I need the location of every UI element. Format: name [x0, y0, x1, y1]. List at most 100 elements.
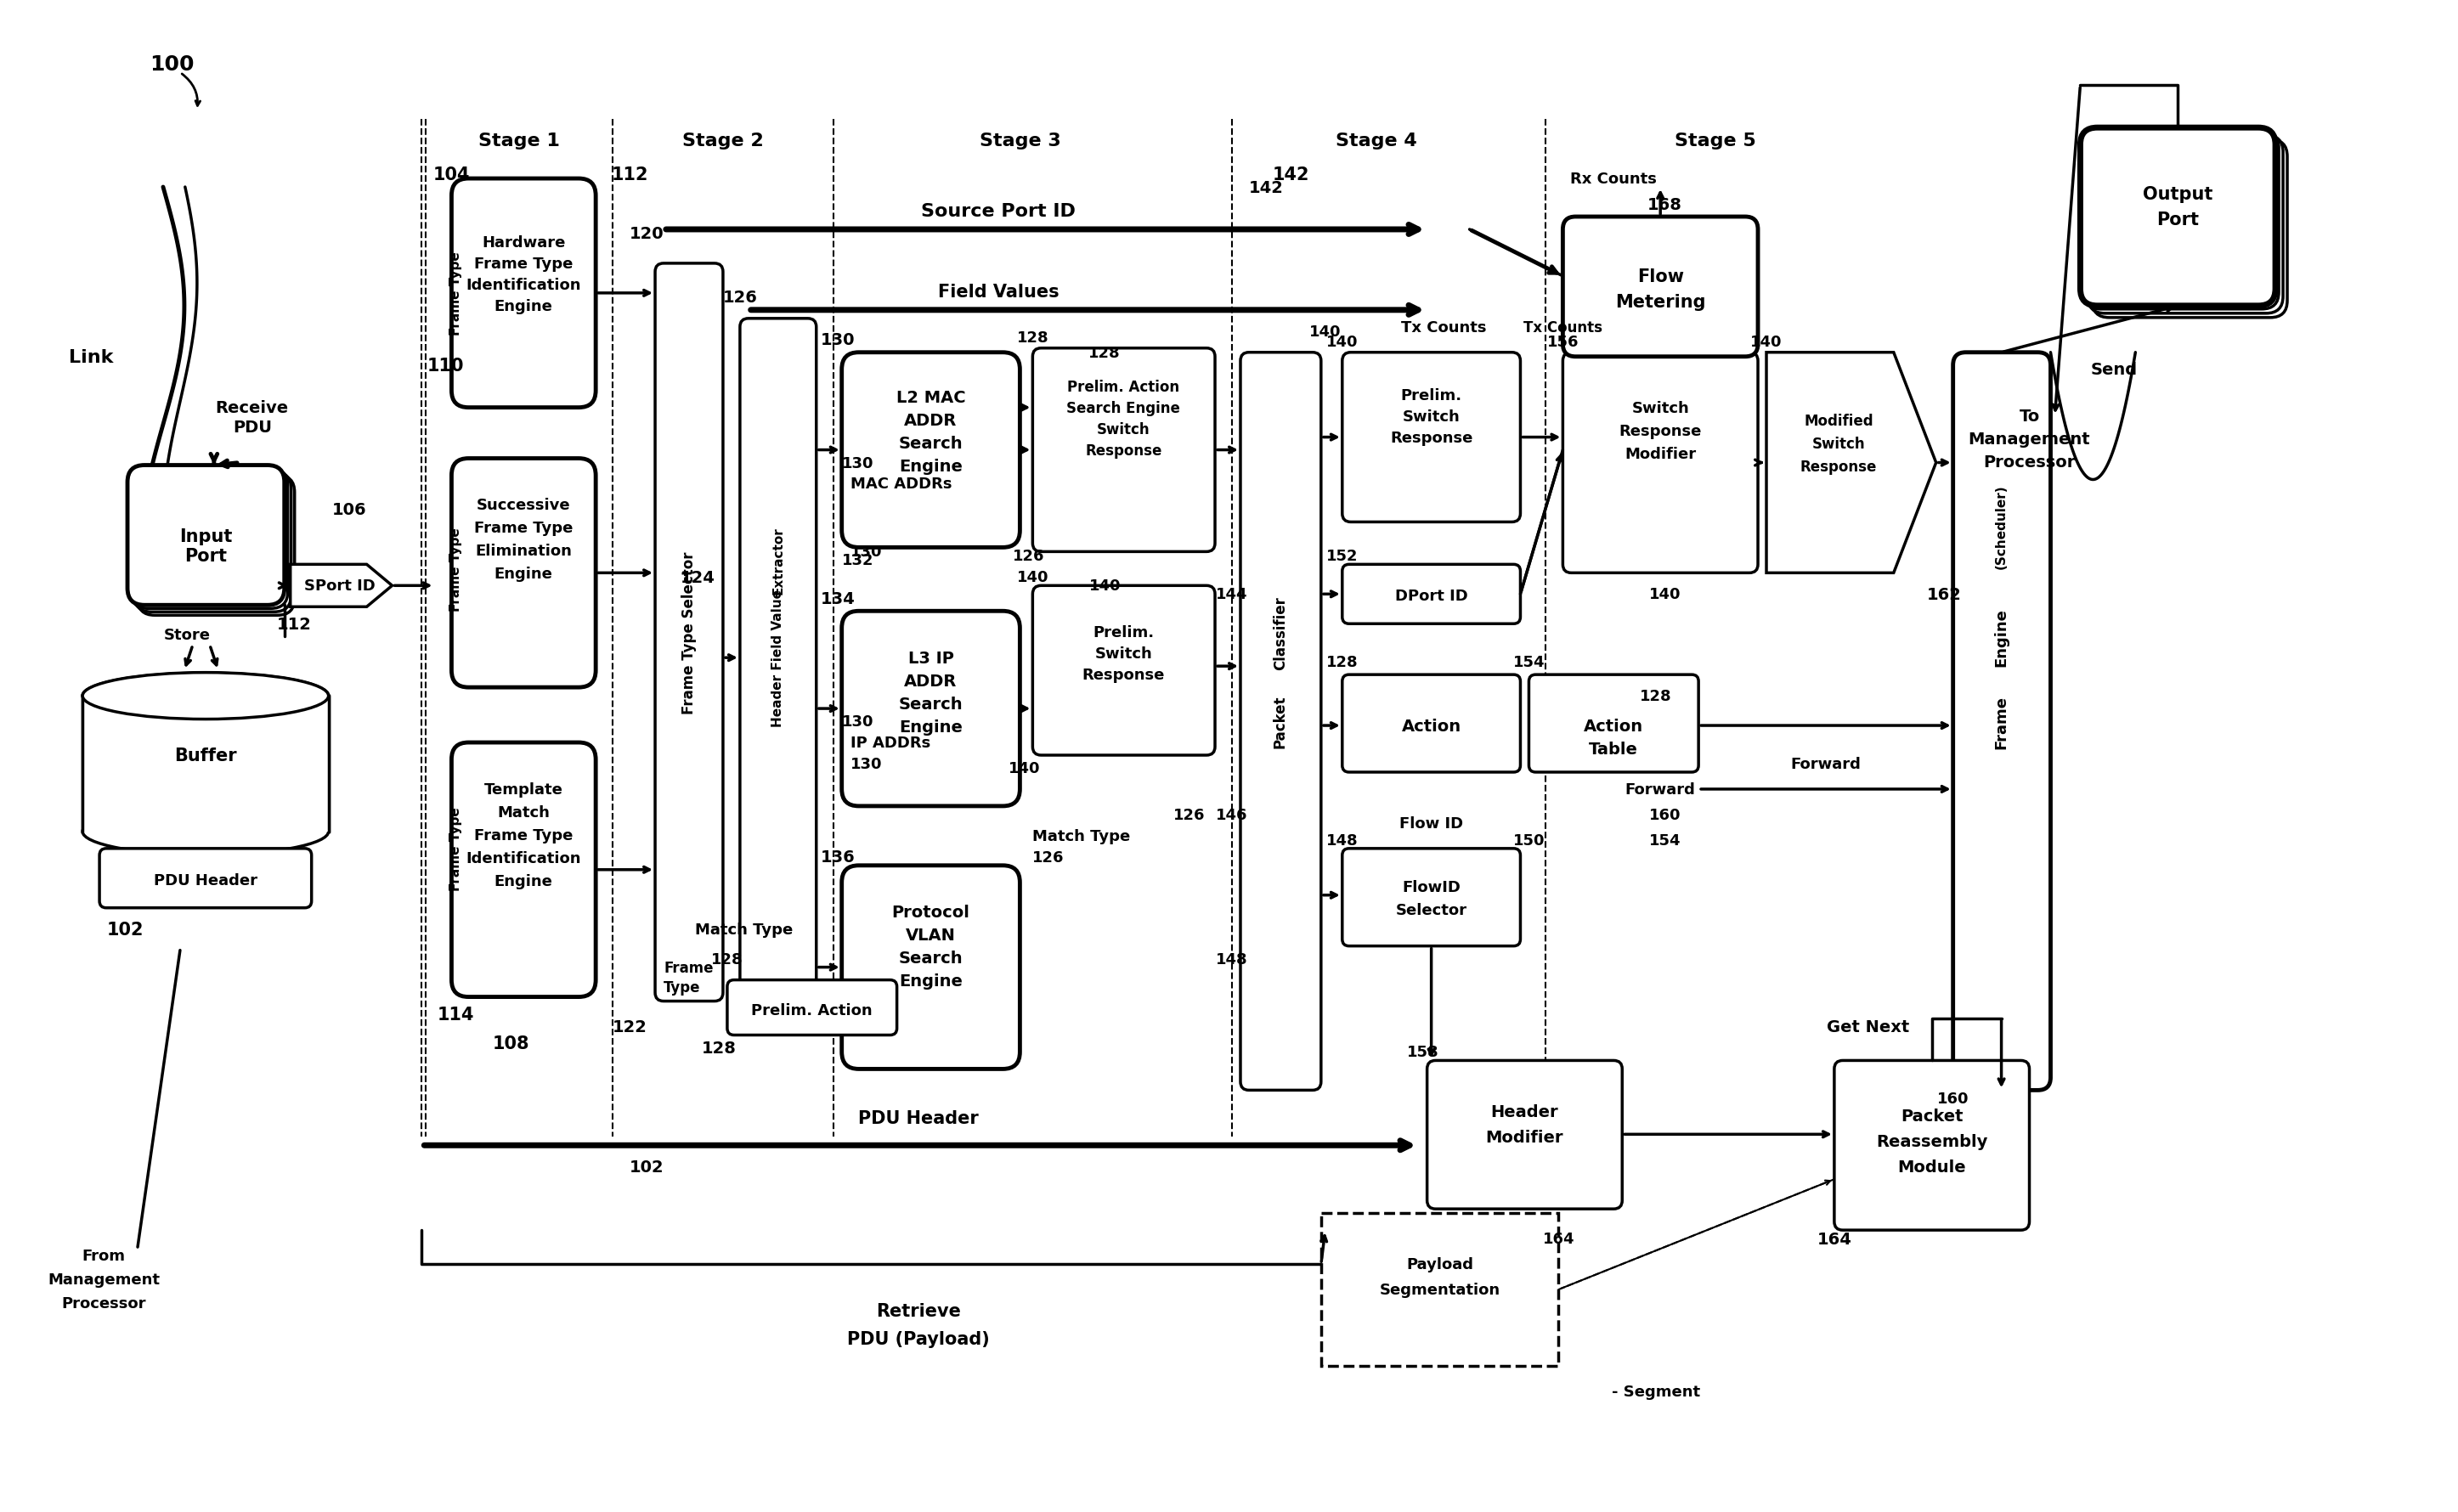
Text: Hardware: Hardware	[482, 234, 565, 251]
Text: Engine: Engine	[494, 299, 553, 314]
Text: Classifier: Classifier	[1273, 596, 1288, 670]
Text: Stage 4: Stage 4	[1335, 133, 1416, 150]
Polygon shape	[290, 565, 393, 608]
Text: 158: 158	[1406, 1045, 1438, 1060]
Text: Selector: Selector	[1396, 903, 1467, 918]
Text: Metering: Metering	[1615, 293, 1706, 310]
Text: DPort ID: DPort ID	[1394, 588, 1467, 603]
Text: Template: Template	[484, 782, 563, 797]
Text: Prelim. Action: Prelim. Action	[1067, 380, 1180, 395]
Text: Segmentation: Segmentation	[1379, 1282, 1499, 1297]
Text: L2 MAC: L2 MAC	[897, 390, 966, 405]
Text: Packet: Packet	[1273, 696, 1288, 748]
Text: Forward: Forward	[1789, 756, 1861, 771]
Text: PDU (Payload): PDU (Payload)	[848, 1331, 991, 1347]
Text: SPort ID: SPort ID	[305, 579, 376, 594]
Text: Match: Match	[497, 804, 551, 820]
Text: 128: 128	[1639, 688, 1671, 705]
Text: Management: Management	[1969, 431, 2089, 448]
Ellipse shape	[84, 809, 329, 856]
Text: Switch: Switch	[1404, 408, 1460, 425]
Text: 142: 142	[1249, 180, 1283, 195]
Text: Buffer: Buffer	[175, 747, 236, 764]
Text: Tx Counts: Tx Counts	[1401, 321, 1487, 336]
Text: Switch: Switch	[1094, 646, 1153, 662]
Text: Flow ID: Flow ID	[1399, 816, 1463, 832]
Text: Switch: Switch	[1812, 435, 1866, 451]
FancyBboxPatch shape	[728, 980, 897, 1036]
Text: Flow: Flow	[1637, 268, 1684, 286]
Text: Source Port ID: Source Port ID	[922, 203, 1077, 219]
Text: Packet: Packet	[1900, 1108, 1964, 1123]
Text: Action: Action	[1583, 718, 1644, 733]
Text: Tx Counts: Tx Counts	[1524, 321, 1603, 336]
FancyBboxPatch shape	[841, 352, 1020, 547]
Text: Match Type: Match Type	[1032, 829, 1131, 844]
Text: 154: 154	[1649, 833, 1681, 848]
Text: Payload: Payload	[1406, 1256, 1472, 1272]
Text: Switch: Switch	[1096, 422, 1150, 437]
Text: Management: Management	[47, 1272, 160, 1287]
Text: Send: Send	[2092, 361, 2138, 378]
Text: Header Field Value: Header Field Value	[772, 590, 784, 727]
Text: 164: 164	[1816, 1231, 1851, 1247]
Text: Switch: Switch	[1632, 401, 1689, 416]
Text: 102: 102	[106, 921, 143, 937]
Text: Frame Type: Frame Type	[474, 520, 573, 537]
Text: 136: 136	[821, 850, 855, 865]
Text: Frame: Frame	[664, 960, 713, 975]
Bar	[84, 696, 329, 832]
Text: Retrieve: Retrieve	[875, 1302, 961, 1320]
Text: Engine: Engine	[900, 458, 964, 475]
Text: 112: 112	[612, 166, 649, 183]
Text: PDU Header: PDU Header	[858, 1110, 978, 1126]
Text: 128: 128	[1327, 655, 1359, 670]
Text: Action: Action	[1401, 718, 1460, 733]
FancyBboxPatch shape	[740, 319, 816, 996]
Text: FlowID: FlowID	[1401, 880, 1460, 895]
FancyBboxPatch shape	[1342, 848, 1522, 947]
Text: 128: 128	[710, 951, 742, 966]
FancyBboxPatch shape	[1563, 218, 1757, 357]
Text: Engine: Engine	[900, 974, 964, 989]
FancyBboxPatch shape	[130, 469, 288, 609]
Text: Engine: Engine	[494, 567, 553, 582]
Text: Type: Type	[664, 980, 701, 995]
FancyBboxPatch shape	[1563, 352, 1757, 573]
Text: 140: 140	[1089, 579, 1121, 594]
Text: 126: 126	[1172, 807, 1204, 823]
FancyBboxPatch shape	[1342, 352, 1522, 523]
Text: 150: 150	[1514, 833, 1544, 848]
Text: Identification: Identification	[467, 278, 580, 293]
Text: From: From	[81, 1247, 125, 1264]
Text: PDU: PDU	[234, 419, 273, 435]
Text: 128: 128	[701, 1040, 735, 1055]
FancyBboxPatch shape	[1032, 587, 1214, 756]
Text: 144: 144	[1217, 587, 1249, 602]
Text: 146: 146	[1217, 807, 1249, 823]
Text: Match Type: Match Type	[696, 922, 794, 937]
Text: 122: 122	[612, 1019, 646, 1034]
Text: Search: Search	[900, 435, 964, 452]
FancyBboxPatch shape	[1529, 674, 1698, 773]
Polygon shape	[1767, 352, 1937, 573]
Text: 106: 106	[332, 502, 366, 517]
Text: 102: 102	[629, 1158, 664, 1175]
Text: 164: 164	[1544, 1231, 1576, 1246]
Text: Module: Module	[1898, 1158, 1966, 1175]
Text: 152: 152	[1327, 549, 1359, 564]
Text: Frame Type: Frame Type	[474, 827, 573, 842]
Text: 140: 140	[1008, 761, 1040, 776]
Text: Frame: Frame	[1993, 696, 2008, 748]
FancyBboxPatch shape	[1032, 349, 1214, 552]
Text: 130: 130	[841, 714, 873, 729]
Text: 128: 128	[1089, 345, 1121, 360]
FancyBboxPatch shape	[128, 466, 285, 605]
Text: Link: Link	[69, 349, 113, 366]
FancyBboxPatch shape	[2087, 136, 2283, 314]
Text: Prelim.: Prelim.	[1401, 387, 1463, 404]
FancyBboxPatch shape	[841, 611, 1020, 806]
Text: Processor: Processor	[1984, 454, 2075, 470]
FancyBboxPatch shape	[452, 742, 595, 996]
Text: Port: Port	[184, 547, 226, 565]
